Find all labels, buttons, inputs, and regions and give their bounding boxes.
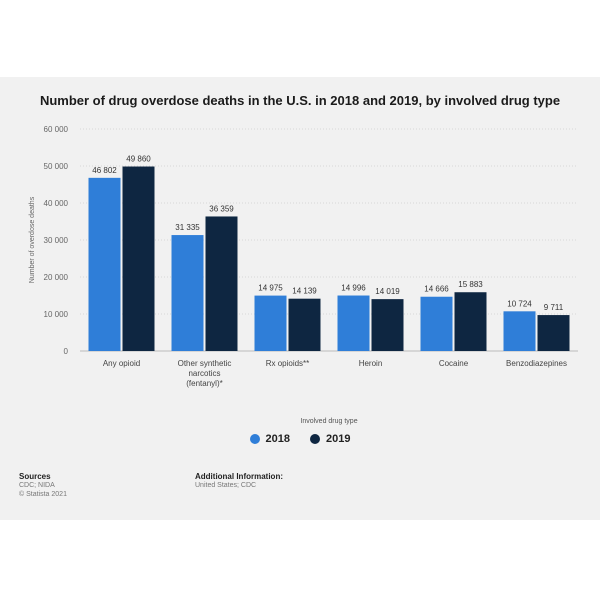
data-label: 31 335 <box>175 223 200 232</box>
y-tick-label: 20 000 <box>44 273 69 282</box>
y-tick-label: 10 000 <box>44 310 69 319</box>
x-axis-label: Involved drug type <box>300 418 357 425</box>
y-tick-label: 30 000 <box>44 236 69 245</box>
x-tick-label: narcotics <box>188 369 220 378</box>
data-label: 49 860 <box>126 155 151 164</box>
bar-2018-1 <box>171 235 204 351</box>
data-label: 9 711 <box>544 303 564 312</box>
data-label: 46 802 <box>92 166 117 175</box>
x-tick-label: Any opioid <box>103 359 140 368</box>
y-tick-label: 40 000 <box>44 199 69 208</box>
copyright-text: © Statista 2021 <box>19 491 67 498</box>
x-tick-label: Other synthetic <box>178 359 232 368</box>
additional-info-text: United States; CDC <box>195 482 257 489</box>
bar-2018-2 <box>254 295 287 351</box>
y-axis-label: Number of overdose deaths <box>29 196 36 283</box>
data-label: 14 996 <box>341 284 366 293</box>
legend: 2018 2019 <box>0 433 600 445</box>
data-label: 36 359 <box>209 204 234 213</box>
legend-item-2018[interactable]: 2018 <box>249 433 290 445</box>
y-tick-label: 0 <box>64 347 69 356</box>
data-label: 14 666 <box>424 285 449 294</box>
bar-2019-4 <box>454 292 487 351</box>
x-tick-label: (fentanyl)* <box>186 379 222 388</box>
data-label: 14 019 <box>375 287 400 296</box>
bar-2019-1 <box>205 216 238 351</box>
bar-2019-2 <box>288 298 321 351</box>
chart-title: Number of drug overdose deaths in the U.… <box>39 93 561 108</box>
bar-2019-3 <box>371 299 404 351</box>
legend-label-2019: 2019 <box>326 433 351 445</box>
x-tick-label: Heroin <box>359 359 383 368</box>
x-tick-label: Rx opioids** <box>266 359 310 368</box>
additional-info-heading: Additional Information: <box>195 472 283 481</box>
legend-label-2018: 2018 <box>265 433 290 445</box>
data-label: 14 975 <box>258 284 283 293</box>
bar-2019-0 <box>122 166 155 351</box>
data-label: 10 724 <box>507 299 532 308</box>
legend-dot-2018 <box>249 434 260 444</box>
bar-2018-4 <box>420 296 453 351</box>
bar-2019-5 <box>537 315 570 351</box>
bar-2018-3 <box>337 295 370 351</box>
y-tick-label: 60 000 <box>44 125 69 134</box>
data-label: 15 883 <box>458 280 483 289</box>
y-tick-label: 50 000 <box>44 162 69 171</box>
x-tick-label: Cocaine <box>439 359 469 368</box>
sources-heading: Sources <box>19 472 51 481</box>
x-tick-label: Benzodiazepines <box>506 359 567 368</box>
legend-dot-2019 <box>310 434 320 444</box>
sources-text: CDC; NIDA <box>19 482 55 489</box>
legend-item-2019[interactable]: 2019 <box>310 433 350 445</box>
bar-2018-5 <box>503 311 536 351</box>
data-label: 14 139 <box>292 287 317 296</box>
bar-2018-0 <box>88 177 121 351</box>
